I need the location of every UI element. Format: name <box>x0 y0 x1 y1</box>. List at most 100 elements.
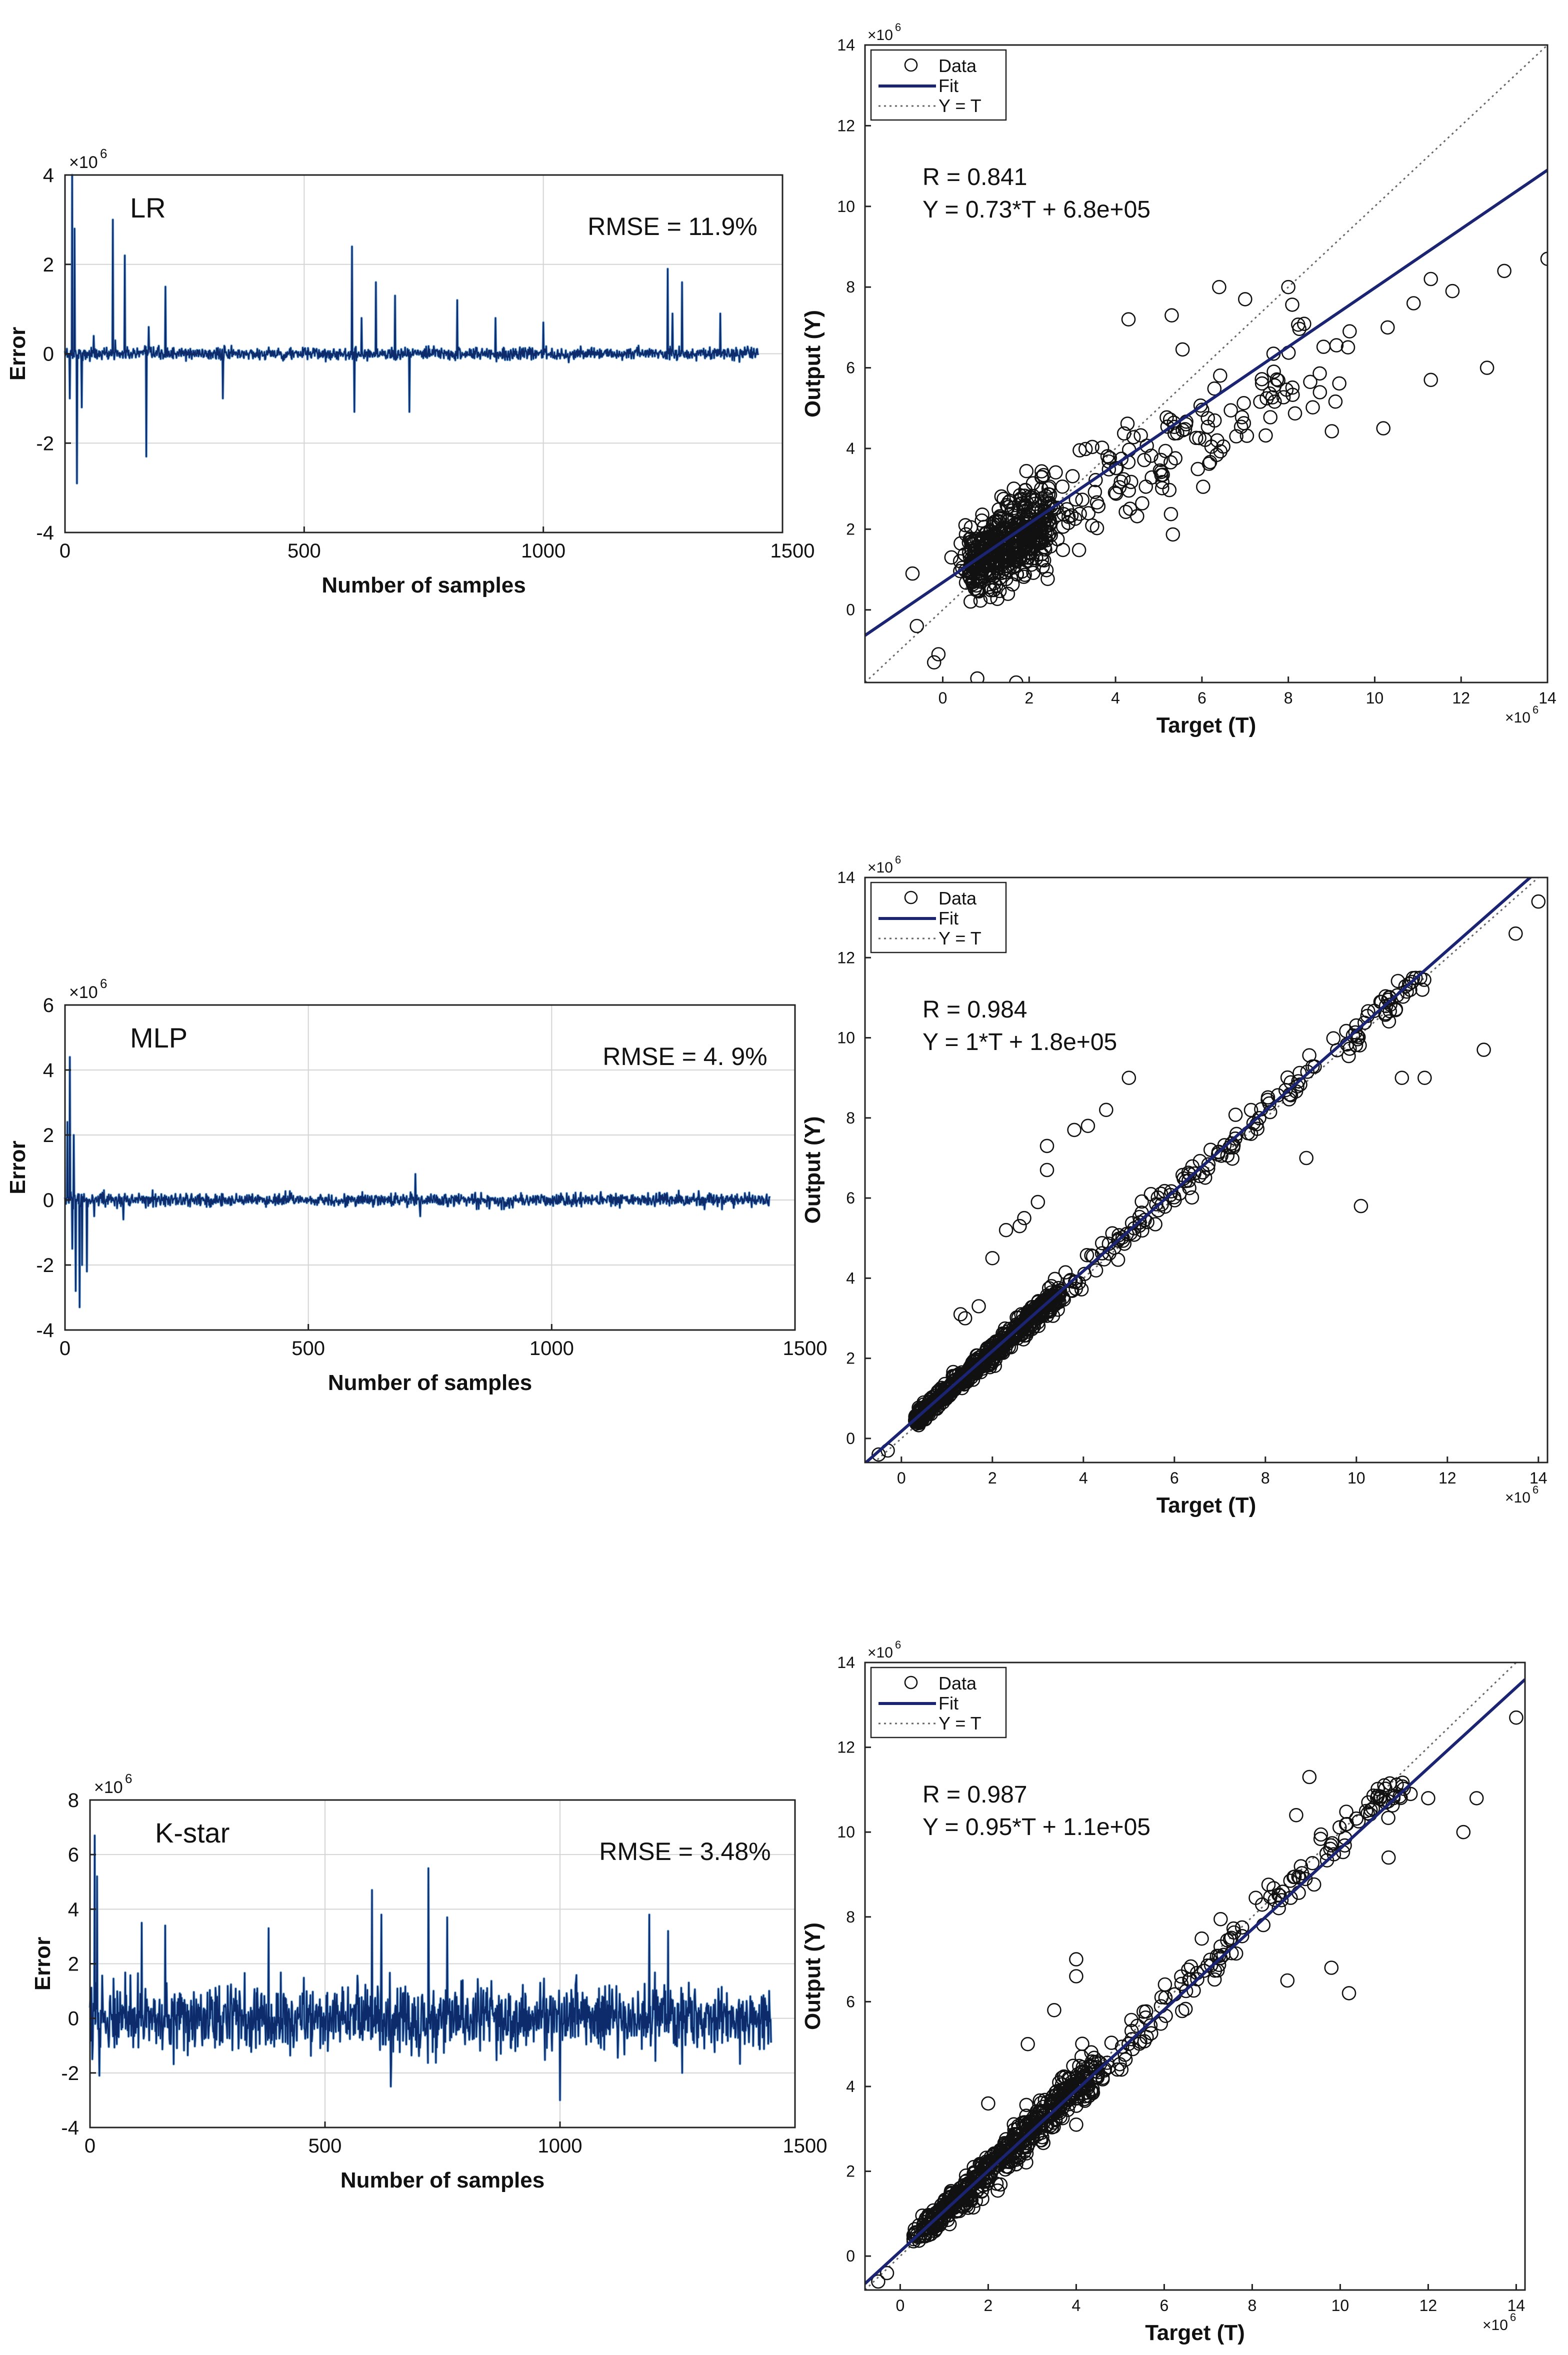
data-point <box>953 564 968 578</box>
data-point <box>1038 2092 1052 2108</box>
y-axis-label: Output (Y) <box>800 1116 825 1224</box>
data-point <box>1085 440 1100 454</box>
y-tick-label: 2 <box>846 2162 855 2180</box>
data-point <box>1000 586 1016 601</box>
data-point <box>1211 1145 1226 1160</box>
data-point <box>1068 1274 1082 1290</box>
data-point <box>1394 1070 1410 1085</box>
data-point <box>1048 465 1063 480</box>
y-tick-label: 0 <box>43 1190 54 1212</box>
data-point <box>1035 2104 1050 2118</box>
data-point <box>1445 284 1460 298</box>
x-tick-label: 500 <box>288 540 321 562</box>
data-point <box>1018 568 1032 582</box>
model-title: LR <box>130 192 166 224</box>
x-tick-label: 0 <box>897 1469 906 1487</box>
x-tick-label: 14 <box>1508 2296 1526 2314</box>
x-tick-label: 6 <box>1170 1469 1179 1487</box>
data-point <box>1531 894 1546 909</box>
data-point <box>1271 373 1286 388</box>
data-point <box>1308 1060 1322 1074</box>
data-point <box>1417 972 1432 987</box>
data-point <box>1408 970 1423 986</box>
data-point <box>931 647 946 662</box>
data-point <box>1034 470 1050 484</box>
data-point <box>1299 1150 1314 1166</box>
data-point <box>872 1447 886 1462</box>
data-point <box>975 508 990 522</box>
y-tick-label: 12 <box>837 116 855 134</box>
data-point <box>1285 380 1300 395</box>
data-point <box>1361 1004 1376 1018</box>
data-point <box>1236 416 1252 430</box>
legend-entry-data: Data <box>938 888 977 908</box>
y-exponent-base: ×10 <box>69 153 98 172</box>
data-point <box>1282 1092 1296 1106</box>
x-axis-label: Number of samples <box>322 573 526 598</box>
data-point <box>1456 1824 1471 1840</box>
data-point <box>1469 1791 1484 1806</box>
x-tick-label: 12 <box>1420 2296 1438 2314</box>
data-point <box>1351 1030 1366 1044</box>
x-tick-label: 6 <box>1198 689 1206 707</box>
data-point <box>1094 1236 1110 1250</box>
data-point <box>1167 420 1182 434</box>
data-point <box>1236 396 1251 410</box>
y-tick-label: 12 <box>837 948 855 966</box>
data-point <box>950 2194 964 2209</box>
data-point <box>905 566 920 581</box>
data-point <box>1121 312 1136 327</box>
error-series-line <box>89 1834 772 2101</box>
data-point <box>880 2266 894 2280</box>
data-point <box>1160 410 1174 425</box>
data-point <box>1415 982 1430 997</box>
y-tick-label: 2 <box>846 520 855 538</box>
data-point <box>1042 1304 1058 1319</box>
y-tick-label: 2 <box>846 1350 855 1368</box>
data-point <box>1381 1810 1396 1826</box>
y-tick-label: 14 <box>837 1654 855 1672</box>
y-exponent-power: 6 <box>895 21 901 34</box>
x-tick-label: 6 <box>1160 2296 1169 2314</box>
data-point <box>1132 2036 1147 2051</box>
data-point <box>1140 438 1154 453</box>
data-point <box>1424 272 1438 286</box>
data-point <box>1019 464 1034 478</box>
data-point <box>1178 2002 1193 2016</box>
data-point <box>1094 1246 1110 1260</box>
data-point <box>1182 1174 1196 1188</box>
data-point <box>1185 1159 1200 1174</box>
data-point <box>1056 506 1071 522</box>
data-point <box>1016 1313 1030 1328</box>
data-point <box>1480 360 1494 375</box>
data-point <box>1020 2036 1035 2052</box>
data-point <box>1158 1977 1172 1992</box>
data-point <box>1046 2120 1061 2134</box>
data-point <box>1144 1186 1158 1202</box>
data-point <box>1040 2094 1054 2110</box>
y-exponent-base: ×10 <box>868 1644 893 1661</box>
data-point <box>1105 1226 1120 1240</box>
rmse-annotation: RMSE = 11.9% <box>588 212 758 240</box>
data-point <box>1207 381 1222 396</box>
data-point <box>906 2232 921 2246</box>
data-point <box>1163 1188 1178 1202</box>
data-point <box>1040 1138 1054 1154</box>
data-point <box>1174 1976 1189 1992</box>
y-axis-label: Error <box>30 1937 55 1991</box>
data-point <box>1234 410 1250 424</box>
x-tick-label: 500 <box>308 2135 342 2157</box>
data-point <box>1126 430 1141 444</box>
data-point <box>1403 1786 1418 1802</box>
data-point <box>1152 463 1168 478</box>
x-exponent-power: 6 <box>1532 1484 1538 1496</box>
data-point <box>922 2208 936 2222</box>
data-point <box>1095 2070 1110 2086</box>
data-point <box>966 577 980 592</box>
data-point <box>1041 481 1056 496</box>
data-point <box>1061 516 1076 530</box>
plot-frame <box>864 1662 1526 2291</box>
x-exponent-base: ×10 <box>1482 2317 1508 2334</box>
